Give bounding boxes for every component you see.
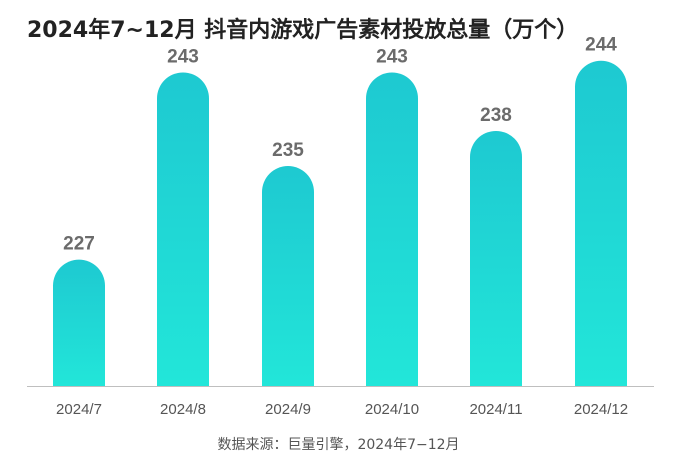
- chart-source: 数据来源：巨量引擎，2024年7−12月: [217, 437, 460, 453]
- data-label: 244: [585, 35, 617, 56]
- bar-2024-9: [262, 166, 314, 386]
- x-tick-label: 2024/8: [160, 401, 206, 418]
- chart-title: 2024年7~12月 抖音内游戏广告素材投放总量（万个）: [27, 18, 579, 43]
- bar-2024-12: [575, 60, 627, 387]
- x-tick-label: 2024/9: [265, 401, 311, 418]
- data-label: 243: [376, 46, 408, 67]
- x-tick-label: 2024/10: [365, 401, 419, 418]
- data-label: 238: [480, 105, 512, 126]
- x-tick-label: 2024/7: [56, 401, 102, 418]
- bar-2024-11: [470, 130, 522, 386]
- data-label: 243: [167, 46, 199, 67]
- bar-2024-10: [366, 72, 418, 386]
- bar-2024-8: [157, 72, 209, 386]
- data-label: 227: [63, 234, 95, 255]
- x-tick-label: 2024/11: [469, 401, 522, 418]
- data-label: 235: [272, 140, 304, 161]
- bar-2024-7: [53, 259, 105, 386]
- x-tick-label: 2024/12: [574, 401, 628, 418]
